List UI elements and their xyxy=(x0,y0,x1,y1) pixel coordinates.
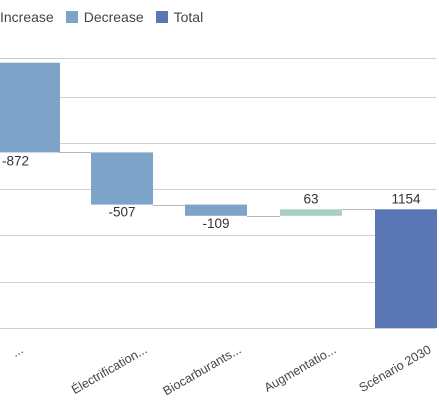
data-label-4: 1154 xyxy=(391,191,421,206)
bar-decrease-1[interactable] xyxy=(91,152,153,205)
legend-label: Decrease xyxy=(83,9,144,25)
connectors xyxy=(59,152,375,217)
legend-item-increase[interactable]: Increase xyxy=(0,9,54,25)
category-label-4: Scénario 2030 xyxy=(357,342,434,394)
bars xyxy=(0,62,437,328)
data-label-2: -109 xyxy=(202,216,229,231)
data-label-3: 63 xyxy=(303,191,318,206)
category-label-1: Électrification... xyxy=(69,342,150,397)
legend-label: Increase xyxy=(0,9,54,25)
bar-increase-3[interactable] xyxy=(280,209,342,216)
gridlines xyxy=(0,58,436,329)
category-label-3: Augmentatio... xyxy=(262,342,339,394)
legend-item-decrease[interactable]: Decrease xyxy=(65,9,144,25)
bar-total-4[interactable] xyxy=(375,209,437,328)
data-label-1: -507 xyxy=(108,205,135,220)
chart-legend: Increase Decrease Total xyxy=(0,6,215,28)
legend-label: Total xyxy=(173,9,204,25)
legend-swatch-decrease xyxy=(65,11,78,23)
bar-decrease-0[interactable] xyxy=(0,62,60,153)
data-labels: -872 -507 -109 63 1154 xyxy=(2,153,421,230)
category-label-0: ... xyxy=(9,342,25,359)
category-label-2: Biocarburants... xyxy=(161,342,244,398)
legend-swatch-total xyxy=(155,11,168,23)
legend-item-total[interactable]: Total xyxy=(155,9,204,25)
bar-decrease-2[interactable] xyxy=(185,204,247,216)
category-labels: ... Électrification... Biocarburants... Aug… xyxy=(9,342,433,399)
data-label-0: -872 xyxy=(2,153,29,168)
